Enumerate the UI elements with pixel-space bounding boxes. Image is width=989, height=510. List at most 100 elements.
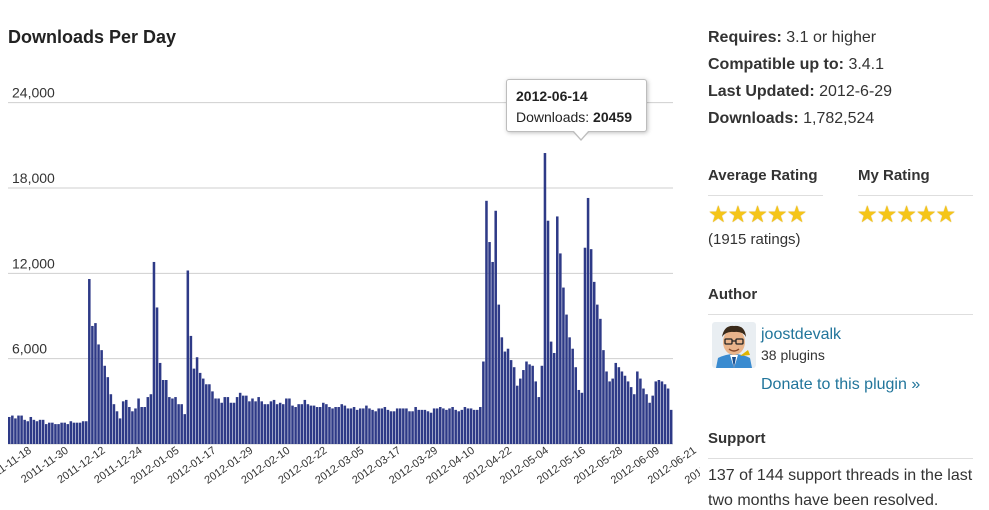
chart-bar[interactable] [599, 318, 602, 444]
chart-bar[interactable] [300, 404, 304, 444]
chart-bar[interactable] [528, 364, 531, 444]
chart-bar[interactable] [155, 307, 159, 444]
chart-bar[interactable] [14, 418, 17, 444]
chart-bar[interactable] [556, 216, 559, 444]
chart-bar[interactable] [112, 404, 116, 444]
chart-bar[interactable] [666, 388, 670, 444]
chart-bar[interactable] [414, 407, 417, 444]
chart-bar[interactable] [362, 408, 365, 444]
chart-bar[interactable] [251, 398, 254, 444]
chart-bar[interactable] [306, 404, 310, 444]
chart-bar[interactable] [309, 405, 313, 444]
chart-bar[interactable] [457, 411, 461, 444]
chart-bar[interactable] [632, 394, 636, 444]
chart-bar[interactable] [491, 261, 494, 444]
chart-bar[interactable] [543, 153, 547, 444]
chart-bar[interactable] [81, 421, 85, 444]
chart-bar[interactable] [17, 415, 20, 444]
chart-bar[interactable] [198, 372, 202, 444]
chart-bar[interactable] [408, 411, 411, 444]
chart-bar[interactable] [423, 409, 427, 444]
chart-bar[interactable] [312, 405, 316, 444]
chart-bar[interactable] [100, 350, 103, 444]
chart-bar[interactable] [512, 367, 516, 444]
chart-bar[interactable] [66, 424, 70, 444]
chart-bar[interactable] [439, 407, 442, 444]
chart-bar[interactable] [208, 384, 211, 444]
chart-bar[interactable] [325, 404, 328, 444]
chart-bar[interactable] [297, 404, 300, 444]
chart-bar[interactable] [383, 407, 387, 444]
chart-bar[interactable] [466, 408, 470, 444]
author-avatar[interactable] [712, 322, 756, 368]
chart-bar[interactable] [537, 397, 541, 444]
chart-bar[interactable] [562, 287, 565, 444]
chart-bar[interactable] [149, 394, 153, 444]
chart-bar[interactable] [389, 411, 393, 444]
my-rating-stars-icon[interactable]: ★★★★★ [857, 202, 956, 228]
chart-bar[interactable] [663, 384, 667, 444]
chart-bar[interactable] [26, 421, 29, 444]
chart-bar[interactable] [500, 337, 504, 444]
chart-bar[interactable] [229, 402, 233, 444]
chart-bar[interactable] [266, 404, 270, 444]
chart-bar[interactable] [48, 422, 51, 444]
chart-bar[interactable] [645, 394, 648, 444]
chart-bar[interactable] [88, 279, 91, 444]
chart-bar[interactable] [315, 407, 319, 444]
chart-bar[interactable] [322, 402, 325, 444]
chart-bar[interactable] [399, 408, 402, 444]
chart-bar[interactable] [269, 401, 273, 444]
chart-bar[interactable] [263, 404, 267, 444]
chart-bar[interactable] [420, 409, 424, 444]
chart-bar[interactable] [294, 407, 297, 444]
chart-bar[interactable] [245, 395, 248, 444]
chart-bar[interactable] [171, 398, 174, 444]
chart-bar[interactable] [94, 323, 97, 444]
chart-bar[interactable] [331, 408, 334, 444]
chart-bar[interactable] [546, 220, 550, 444]
chart-bar[interactable] [426, 411, 430, 444]
chart-bar[interactable] [448, 408, 451, 444]
chart-bar[interactable] [35, 421, 39, 444]
chart-bar[interactable] [238, 392, 242, 444]
chart-bar[interactable] [454, 409, 457, 444]
chart-bar[interactable] [602, 350, 605, 444]
chart-bar[interactable] [629, 387, 633, 444]
chart-bar[interactable] [568, 337, 571, 444]
chart-bar[interactable] [608, 381, 611, 444]
chart-bar[interactable] [128, 407, 131, 444]
chart-bar[interactable] [565, 314, 568, 444]
chart-bar[interactable] [205, 384, 208, 444]
chart-bar[interactable] [405, 408, 408, 444]
chart-bar[interactable] [596, 304, 599, 444]
chart-bar[interactable] [32, 419, 36, 444]
chart-bar[interactable] [352, 407, 356, 444]
chart-bar[interactable] [358, 408, 362, 444]
chart-bar[interactable] [161, 380, 165, 444]
chart-bar[interactable] [365, 405, 368, 444]
chart-bar[interactable] [226, 397, 230, 444]
chart-bar[interactable] [23, 419, 26, 444]
chart-bar[interactable] [8, 416, 11, 444]
chart-bar[interactable] [475, 409, 479, 444]
chart-bar[interactable] [211, 391, 214, 444]
chart-bar[interactable] [648, 402, 651, 444]
chart-bar[interactable] [549, 341, 553, 444]
chart-bar[interactable] [177, 404, 180, 444]
chart-bar[interactable] [614, 362, 618, 444]
chart-bar[interactable] [531, 365, 534, 444]
chart-bar[interactable] [183, 414, 187, 444]
chart-bar[interactable] [617, 367, 621, 444]
chart-bar[interactable] [411, 411, 414, 444]
chart-bar[interactable] [417, 409, 420, 444]
chart-bar[interactable] [346, 408, 350, 444]
chart-bar[interactable] [282, 404, 285, 444]
chart-bar[interactable] [669, 409, 673, 444]
chart-bar[interactable] [285, 398, 288, 444]
chart-bar[interactable] [84, 421, 88, 444]
chart-bar[interactable] [509, 360, 513, 444]
chart-bar[interactable] [639, 378, 642, 444]
chart-bar[interactable] [642, 388, 645, 444]
chart-bar[interactable] [469, 408, 473, 444]
